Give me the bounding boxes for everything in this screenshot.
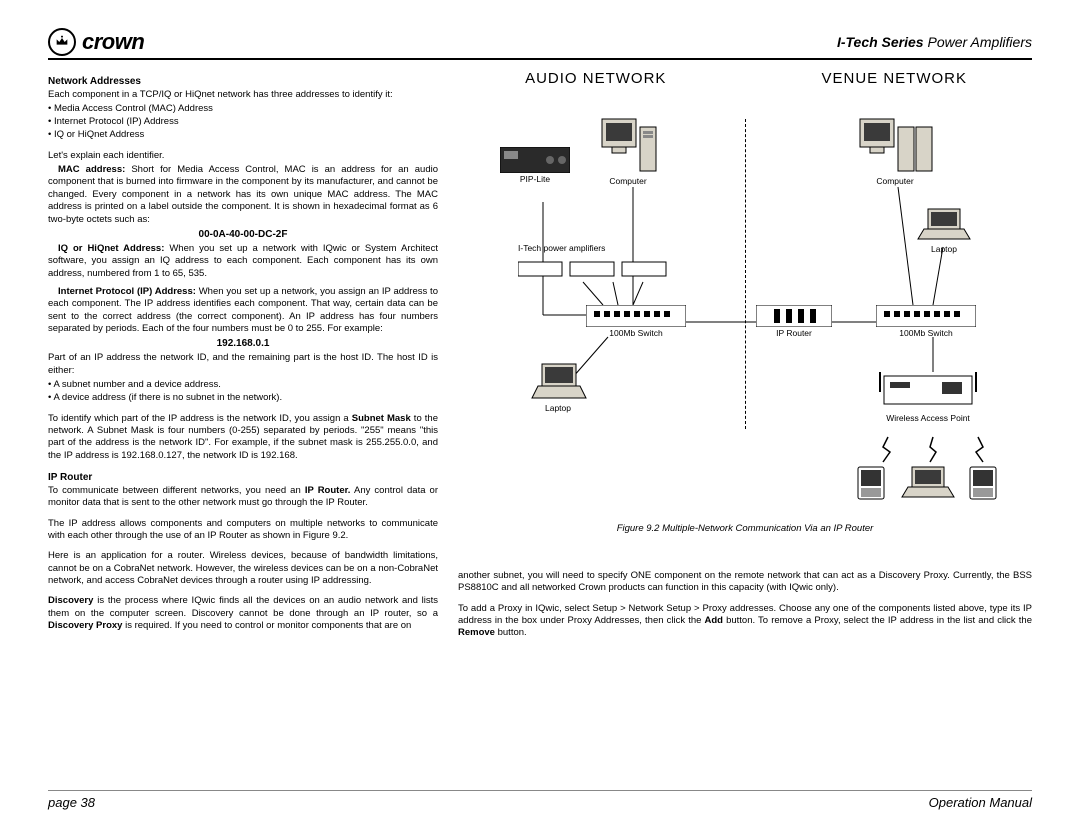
diagram-titles: AUDIO NETWORK VENUE NETWORK: [458, 70, 1032, 87]
list-item: IQ or HiQnet Address: [48, 129, 438, 142]
page-header: crown I-Tech Series Power Amplifiers: [48, 28, 1032, 60]
computer-device: Computer: [598, 117, 658, 186]
ip-bullets: A subnet number and a device address. A …: [48, 379, 438, 405]
manual-label: Operation Manual: [929, 795, 1032, 810]
laptop-device: Laptop: [916, 207, 972, 254]
paragraph: Let's explain each identifier.: [48, 150, 438, 162]
list-item: Internet Protocol (IP) Address: [48, 116, 438, 129]
venue-network-title: VENUE NETWORK: [756, 70, 1032, 87]
paragraph: To communicate between different network…: [48, 485, 438, 510]
heading-network-addresses: Network Addresses: [48, 76, 438, 87]
paragraph: another subnet, you will need to specify…: [458, 570, 1032, 595]
diagram-column: AUDIO NETWORK VENUE NETWORK: [458, 70, 1032, 632]
list-item: A subnet number and a device address.: [48, 379, 438, 392]
list-item: Media Access Control (MAC) Address: [48, 103, 438, 116]
paragraph: Internet Protocol (IP) Address: When you…: [48, 286, 438, 335]
paragraph: Discovery is the process where IQwic fin…: [48, 595, 438, 632]
series-title: I-Tech Series Power Amplifiers: [837, 34, 1032, 50]
brand-logo: crown: [48, 28, 144, 56]
address-bullets: Media Access Control (MAC) Address Inter…: [48, 103, 438, 141]
page-number: page 38: [48, 795, 95, 810]
paragraph: To identify which part of the IP address…: [48, 413, 438, 462]
laptop-device: Laptop: [528, 362, 588, 413]
paragraph: Each component in a TCP/IQ or HiQnet net…: [48, 89, 438, 101]
paragraph: MAC address: Short for Media Access Cont…: [48, 164, 438, 226]
paragraph: Here is an application for a router. Wir…: [48, 550, 438, 587]
itech-amps-label: I-Tech power amplifiers: [518, 242, 668, 287]
pip-lite-device: PIP-Lite: [500, 147, 570, 184]
mac-example: 00-0A-40-00-DC-2F: [48, 229, 438, 240]
laptop-device: [900, 465, 956, 501]
paragraph: To add a Proxy in IQwic, select Setup > …: [458, 603, 1032, 640]
audio-network-title: AUDIO NETWORK: [458, 70, 734, 87]
figure-caption: Figure 9.2 Multiple-Network Communicatio…: [458, 523, 1032, 534]
page-footer: page 38 Operation Manual: [48, 790, 1032, 810]
paragraph: Part of an IP address the network ID, an…: [48, 352, 438, 377]
ip-router-device: IP Router: [756, 305, 832, 338]
crown-icon: [48, 28, 76, 56]
computer-device: Computer: [856, 117, 934, 186]
pda-device: [968, 465, 998, 501]
pda-device: [856, 465, 886, 501]
network-diagram: PIP-Lite Computer I-Tech power amplifier…: [458, 87, 1032, 547]
switch-device: 100Mb Switch: [876, 305, 976, 338]
wap-device: Wireless Access Point: [878, 372, 978, 423]
heading-ip-router: IP Router: [48, 472, 438, 483]
text-column-left: Network Addresses Each component in a TC…: [48, 70, 438, 632]
text-column-right: another subnet, you will need to specify…: [458, 570, 1032, 648]
list-item: A device address (if there is no subnet …: [48, 392, 438, 405]
ip-example: 192.168.0.1: [48, 338, 438, 349]
switch-device: 100Mb Switch: [586, 305, 686, 338]
brand-name: crown: [82, 29, 144, 55]
paragraph: IQ or HiQnet Address: When you set up a …: [48, 243, 438, 280]
paragraph: The IP address allows components and com…: [48, 518, 438, 543]
